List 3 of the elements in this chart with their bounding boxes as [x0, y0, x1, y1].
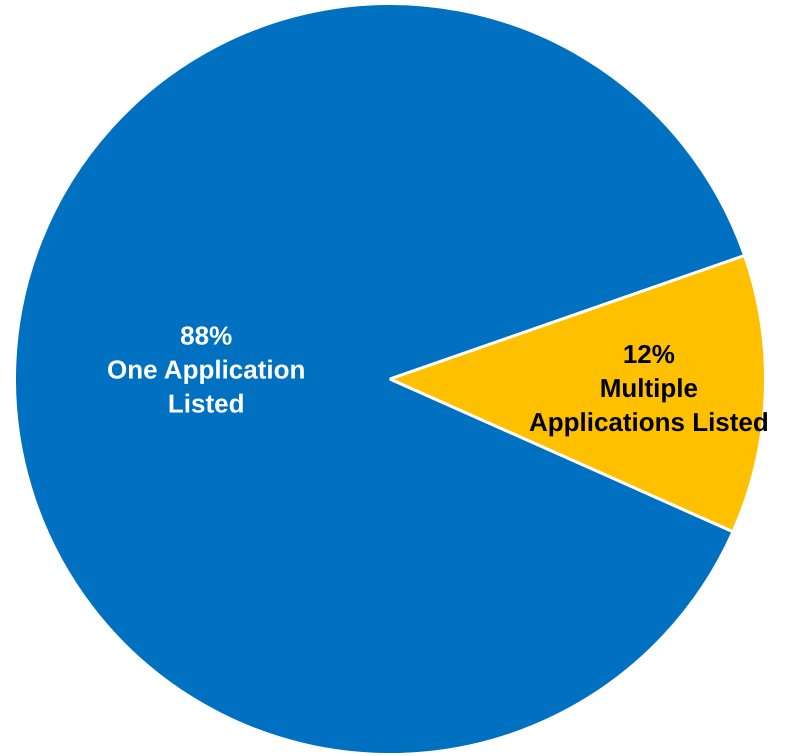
slice-label: One Application Listed	[106, 354, 306, 418]
data-label: 12%	[622, 339, 675, 370]
data-label: 88%	[180, 320, 232, 350]
